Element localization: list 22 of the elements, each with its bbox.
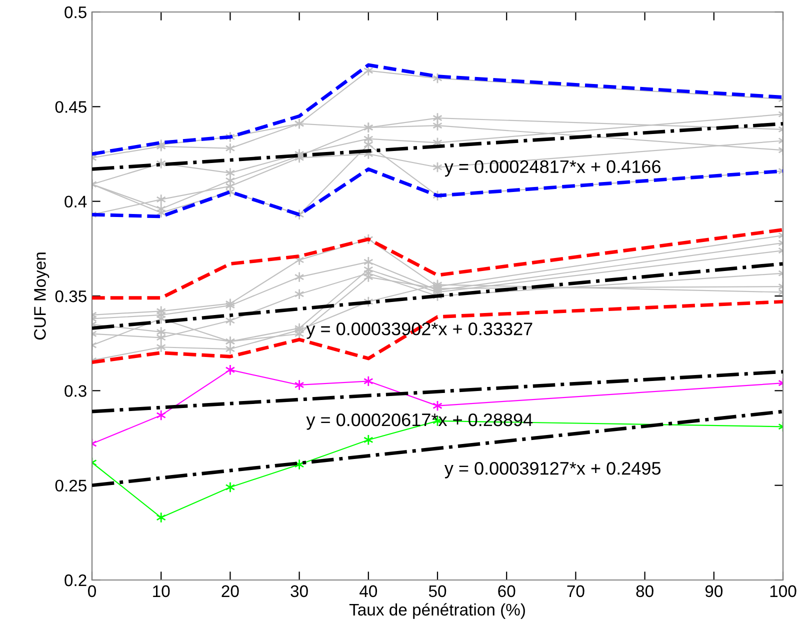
x-tick-label: 80 <box>636 585 654 598</box>
y-axis-title: CUF Moyen <box>34 252 50 340</box>
y-tick-label: 0.45 <box>55 101 86 113</box>
x-tick-label: 10 <box>153 585 170 598</box>
x-tick-label: 30 <box>290 585 308 598</box>
y-tick-label: 0.3 <box>64 385 86 397</box>
x-tick-label: 90 <box>705 585 723 598</box>
y-tick-label: 0.2 <box>64 574 86 586</box>
x-tick-label: 40 <box>360 585 378 598</box>
x-tick-label: 70 <box>567 585 584 598</box>
y-tick-label: 0.25 <box>55 480 86 492</box>
x-tick-label: 20 <box>222 585 239 598</box>
x-tick-label: 0 <box>88 585 96 598</box>
x-tick-label: 50 <box>428 585 446 598</box>
x-axis-title: Taux de pénétration (%) <box>349 603 525 619</box>
y-tick-label: 0.5 <box>64 6 86 18</box>
annotation: y = 0.00024817*x + 0.4166 <box>444 160 660 177</box>
x-tick-label: 60 <box>498 585 516 598</box>
x-tick-label: 100 <box>770 585 796 598</box>
y-tick-label: 0.35 <box>55 290 86 302</box>
y-tick-label: 0.4 <box>64 196 87 208</box>
annotation: y = 0.00039127*x + 0.2495 <box>444 462 661 478</box>
